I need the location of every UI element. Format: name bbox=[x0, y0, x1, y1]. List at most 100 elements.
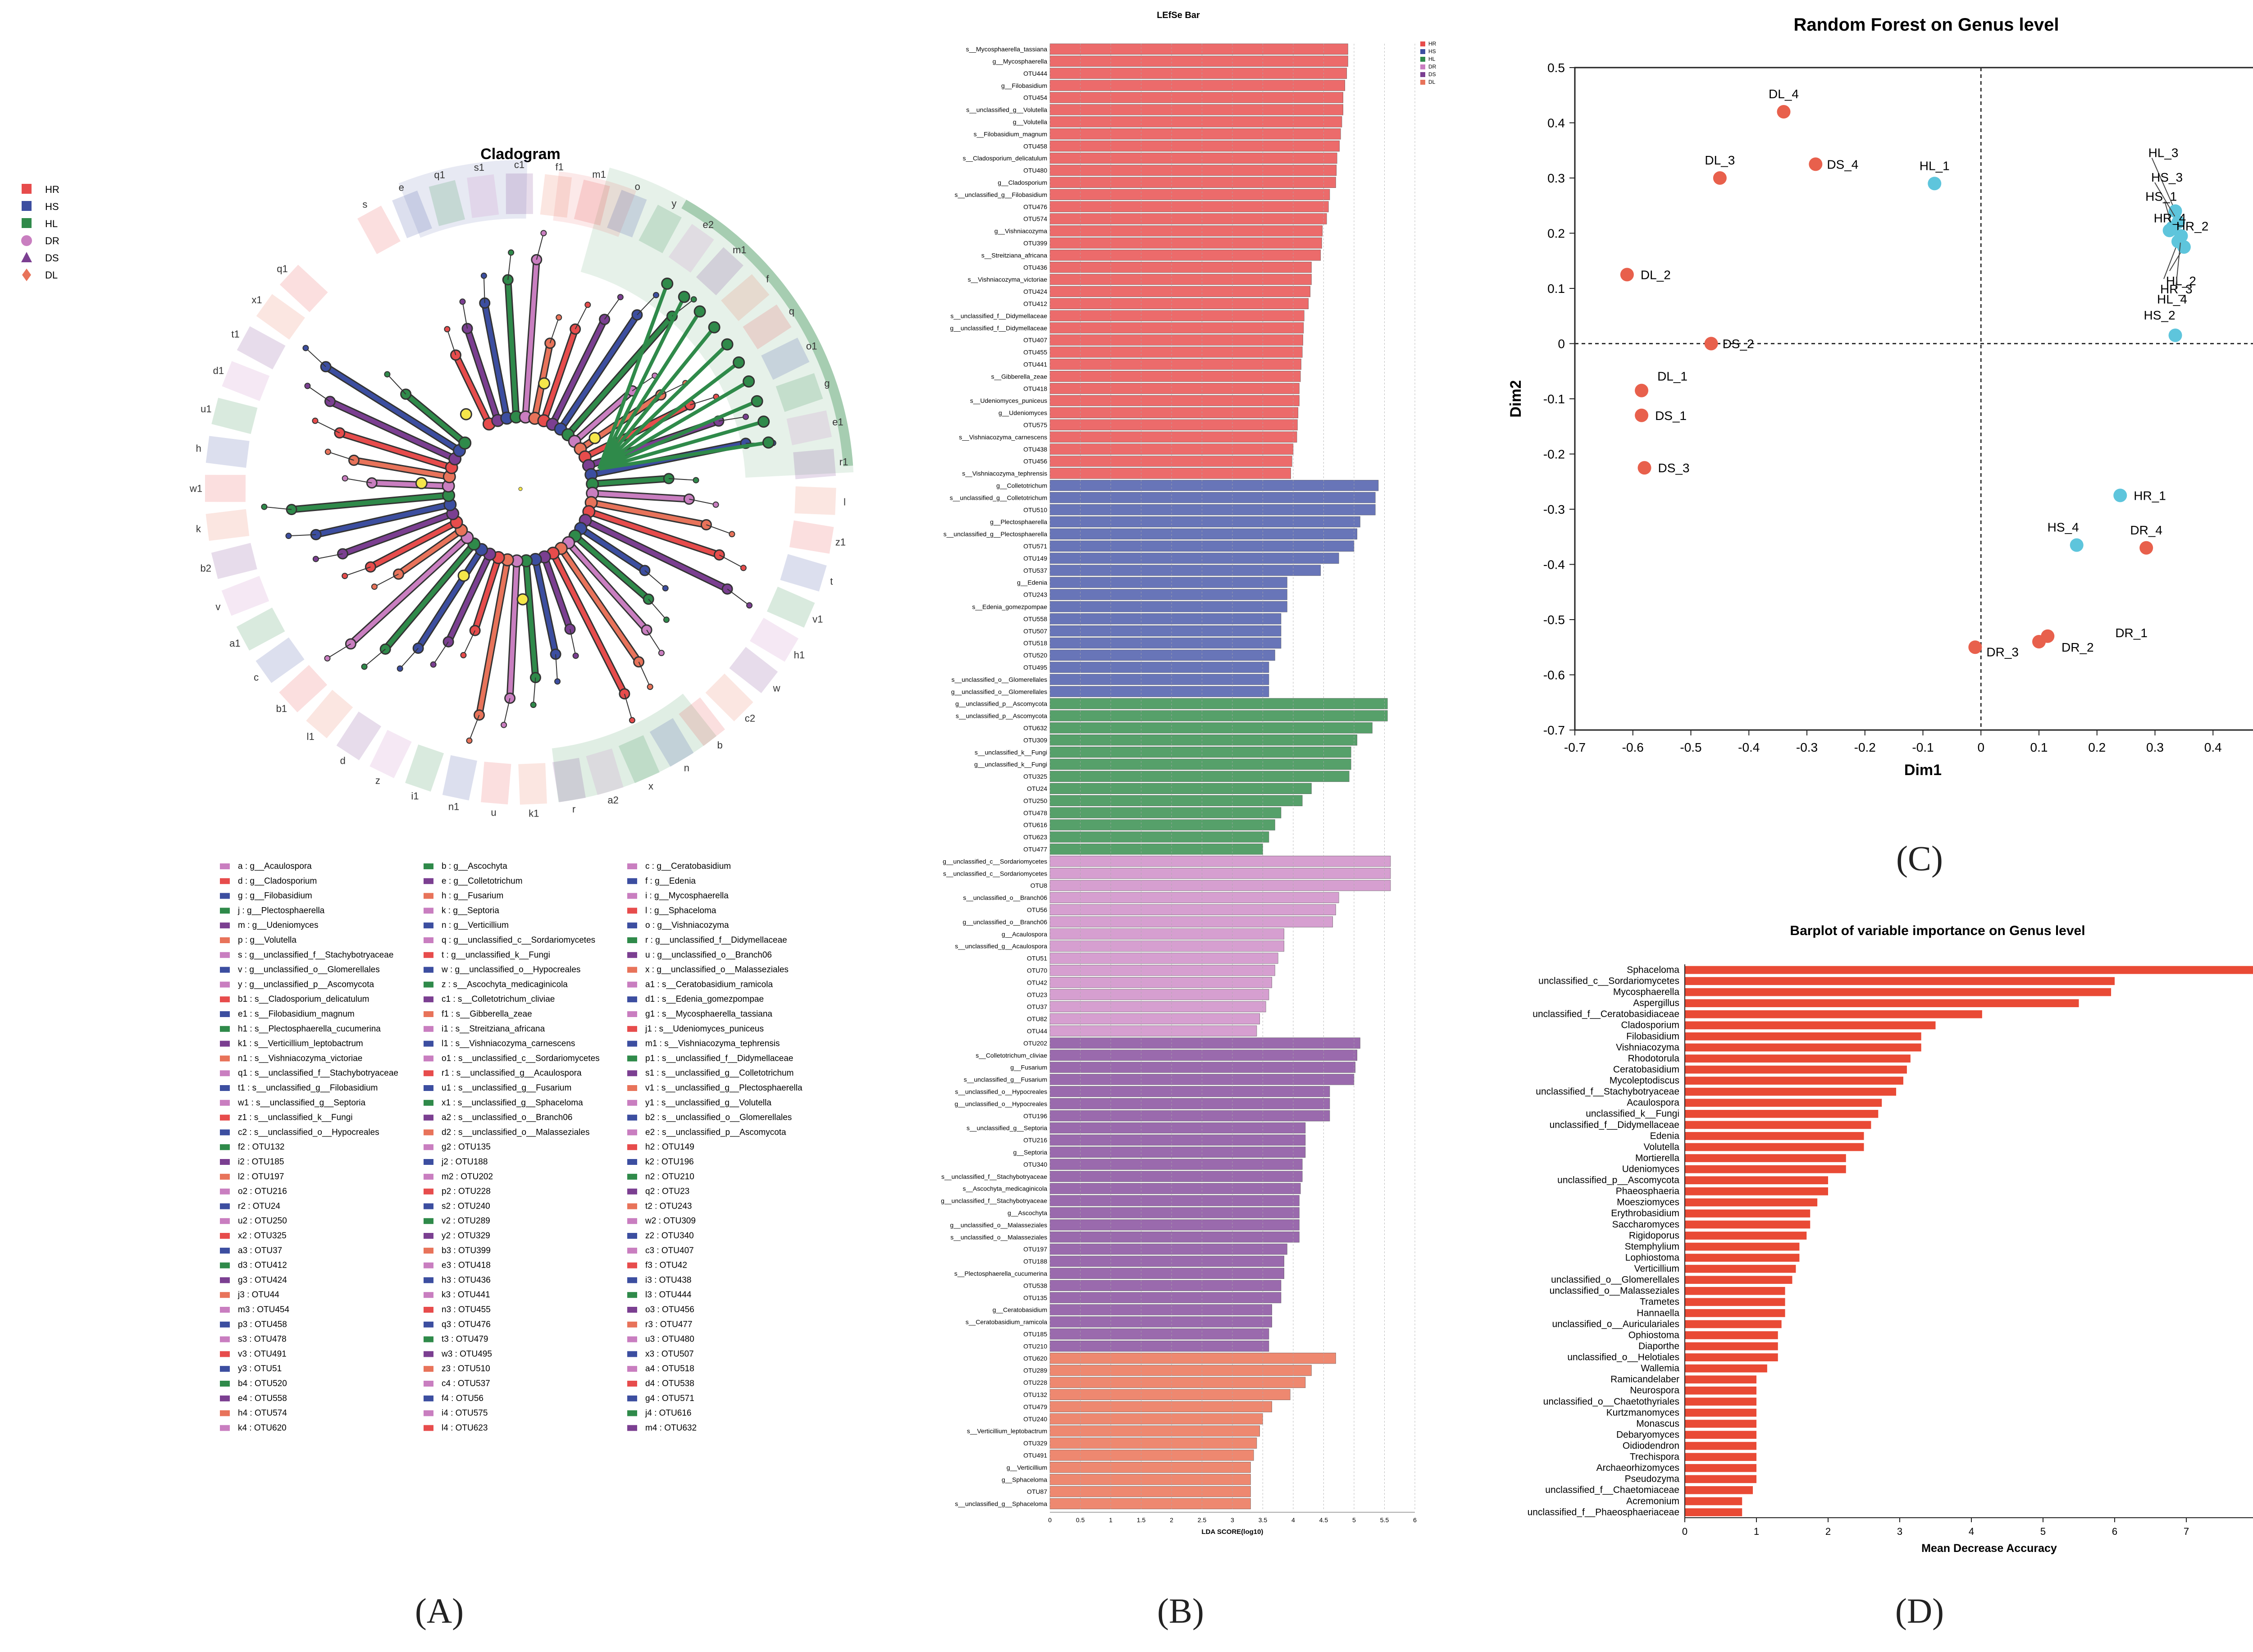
leaf bbox=[663, 616, 670, 623]
importance-bar bbox=[1685, 1132, 1864, 1140]
key-swatch bbox=[424, 1188, 433, 1195]
key-label: m : g__Udeniomyces bbox=[238, 921, 318, 930]
lefse-bar-label: g__unclassified_p__Ascomycota bbox=[955, 700, 1047, 707]
key-label: g : g__Filobasidium bbox=[238, 891, 312, 901]
key-label: s3 : OTU478 bbox=[238, 1335, 287, 1344]
panel-label-c: (C) bbox=[1896, 839, 1943, 878]
leaf-line bbox=[433, 641, 449, 665]
lefse-bar-label: g__unclassified_f__Didymellaceae bbox=[950, 324, 1047, 332]
key-swatch bbox=[627, 981, 637, 988]
outer-label: z1 bbox=[835, 536, 846, 548]
lefse-bar-label: OTU196 bbox=[1023, 1112, 1047, 1119]
importance-bar-label: Vishniacozyma bbox=[1616, 1042, 1679, 1053]
key-label: h1 : s__Plectosphaerella_cucumerina bbox=[238, 1024, 381, 1034]
key-label: b1 : s__Cladosporium_delicatulum bbox=[238, 995, 369, 1004]
lefse-bar bbox=[1049, 298, 1309, 310]
importance-bar-label: Ophiostoma bbox=[1628, 1330, 1680, 1340]
branch bbox=[507, 558, 519, 701]
importance-bar-label: Volutella bbox=[1644, 1142, 1680, 1152]
lefse-bar-label: g__Volutella bbox=[1013, 119, 1048, 126]
key-swatch bbox=[627, 1144, 637, 1150]
lefse-bar bbox=[1049, 1025, 1257, 1036]
lefse-bar bbox=[1049, 601, 1287, 612]
lefse-bar-label: s__unclassified_g__Plectosphaerella bbox=[944, 530, 1048, 538]
key-swatch bbox=[220, 908, 230, 914]
lefse-bar bbox=[1049, 383, 1300, 394]
lefse-bar bbox=[1049, 686, 1269, 697]
outer-label: g bbox=[824, 378, 830, 389]
leaf bbox=[480, 272, 487, 279]
key-swatch bbox=[424, 967, 433, 973]
lefse-bar bbox=[1049, 274, 1312, 285]
key-swatch bbox=[220, 1247, 230, 1254]
importance-bar-label: Filobasidium bbox=[1626, 1031, 1679, 1041]
key-label: q : g__unclassified_c__Sordariomycetes bbox=[442, 936, 595, 945]
key-label: m3 : OTU454 bbox=[238, 1305, 289, 1314]
label-sector bbox=[369, 730, 412, 778]
outer-label: w bbox=[773, 683, 780, 694]
key-label: w2 : OTU309 bbox=[645, 1216, 696, 1226]
lefse-bar-label: OTU37 bbox=[1027, 1003, 1047, 1010]
key-label: n3 : OTU455 bbox=[442, 1305, 491, 1314]
rf-point bbox=[1713, 171, 1727, 185]
key-label: h3 : OTU436 bbox=[442, 1275, 491, 1285]
key-label: e1 : s__Filobasidium_magnum bbox=[238, 1009, 355, 1019]
outer-label: f1 bbox=[556, 161, 564, 173]
lefse-bar bbox=[1049, 771, 1350, 782]
importance-bar bbox=[1685, 966, 2253, 974]
clade-sector bbox=[553, 171, 637, 237]
label-sector bbox=[221, 576, 269, 616]
rf-point-label: DS_3 bbox=[1658, 461, 1690, 475]
lefse-bar-label: OTU477 bbox=[1023, 846, 1047, 853]
lefse-bar bbox=[1049, 43, 1348, 55]
lefse-bar-label: OTU441 bbox=[1023, 361, 1047, 368]
key-swatch bbox=[220, 1425, 230, 1431]
lefse-x-tick: 3 bbox=[1231, 1516, 1234, 1524]
key-label: z1 : s__unclassified_k__Fungi bbox=[238, 1113, 353, 1123]
lefse-bar bbox=[1049, 1171, 1303, 1182]
lefse-bar-label: OTU436 bbox=[1023, 264, 1047, 271]
key-label: w : g__unclassified_o__Hypocreales bbox=[441, 965, 580, 975]
importance-x-label: Mean Decrease Accuracy bbox=[1921, 1542, 2057, 1555]
leaf bbox=[324, 448, 331, 455]
branch bbox=[324, 364, 462, 453]
importance-bar bbox=[1685, 1331, 1778, 1339]
rf-leader bbox=[2175, 236, 2182, 289]
label-sector bbox=[279, 265, 328, 312]
outer-label: r bbox=[572, 803, 575, 815]
lefse-legend-label: DS bbox=[1428, 71, 1436, 78]
lefse-bar-label: OTU616 bbox=[1023, 821, 1047, 829]
key-label: r2 : OTU24 bbox=[238, 1201, 280, 1211]
lefse-bar bbox=[1049, 977, 1272, 988]
node-nonsig bbox=[415, 477, 428, 489]
outer-label: s bbox=[362, 199, 367, 210]
lefse-bar bbox=[1049, 1268, 1285, 1279]
branch bbox=[573, 534, 651, 602]
key-swatch bbox=[220, 1114, 230, 1121]
lefse-bar-label: g__Cladosporium bbox=[998, 179, 1047, 186]
rf-point-label: HR_4 bbox=[2154, 211, 2186, 225]
panel-label-d: (D) bbox=[1895, 1591, 1944, 1630]
outer-label: c bbox=[254, 672, 259, 683]
lefse-bar bbox=[1049, 1037, 1360, 1049]
key-label: f2 : OTU132 bbox=[238, 1142, 285, 1152]
key-label: f : g__Edenia bbox=[645, 876, 696, 886]
lefse-bar bbox=[1049, 625, 1282, 637]
key-label: c3 : OTU407 bbox=[645, 1246, 694, 1255]
key-label: t3 : OTU479 bbox=[442, 1335, 488, 1344]
key-label: a4 : OTU518 bbox=[645, 1364, 694, 1374]
key-swatch bbox=[424, 952, 433, 958]
outer-label: a1 bbox=[229, 638, 240, 649]
label-sector bbox=[668, 224, 714, 273]
outer-label: l1 bbox=[307, 731, 315, 742]
key-label: y3 : OTU51 bbox=[238, 1364, 282, 1374]
lefse-bar-label: s__Verticillium_leptobactrum bbox=[967, 1428, 1047, 1435]
lefse-bar-label: g__Ceratobasidium bbox=[993, 1306, 1047, 1314]
fan-branch bbox=[597, 343, 729, 470]
key-swatch bbox=[627, 1188, 637, 1195]
rf-point bbox=[1637, 461, 1651, 475]
key-label: v2 : OTU289 bbox=[442, 1216, 490, 1226]
importance-bar bbox=[1685, 1453, 1756, 1461]
key-swatch bbox=[220, 1070, 230, 1077]
leaf bbox=[629, 717, 635, 724]
